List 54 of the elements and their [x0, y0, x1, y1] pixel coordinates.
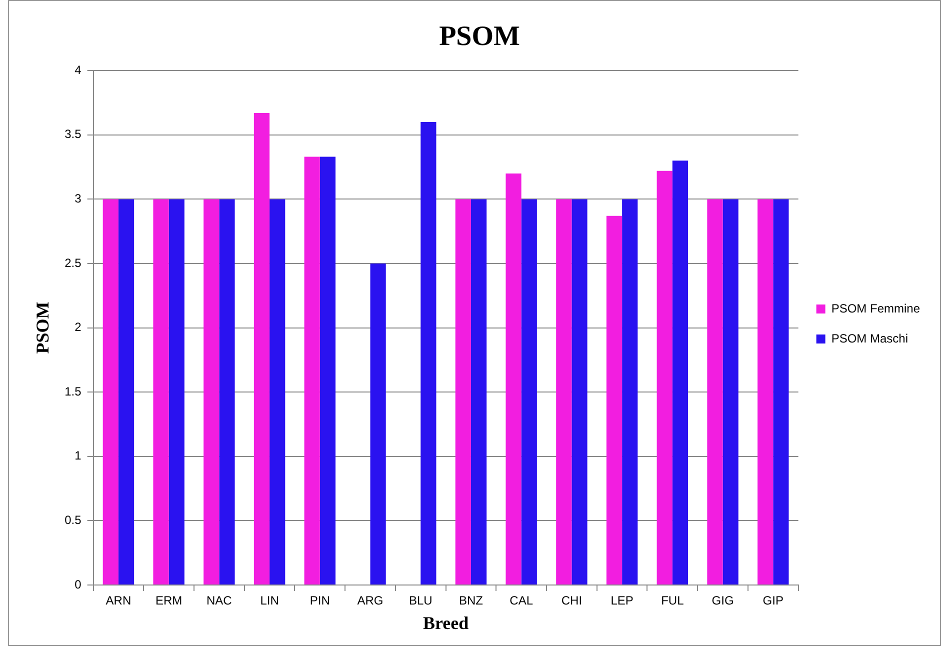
bar: [153, 199, 169, 584]
y-tick-label: 3.5: [64, 127, 82, 142]
bar: [168, 199, 184, 584]
y-tick-label: 1.5: [64, 384, 82, 398]
x-tick-label: CHI: [561, 594, 582, 608]
x-tick-label: LEP: [610, 594, 634, 608]
x-tick-label: BLU: [408, 594, 432, 608]
x-tick-label: FUL: [661, 594, 684, 608]
x-tick-label: ERM: [155, 594, 182, 608]
bar: [572, 199, 588, 584]
chart-title: PSOM: [439, 21, 520, 52]
legend-label: PSOM Femmine: [831, 301, 920, 316]
bar: [370, 264, 386, 584]
bar: [204, 199, 220, 584]
y-tick-label: 4: [74, 62, 82, 77]
bar: [254, 113, 270, 584]
bar: [622, 199, 638, 584]
bar: [219, 199, 235, 584]
x-tick-label: ARN: [106, 594, 132, 608]
y-tick-label: 0.5: [64, 513, 82, 528]
y-tick-label: 3: [74, 192, 82, 206]
y-tick-label: 2: [74, 320, 82, 334]
bar: [270, 199, 286, 584]
y-tick-label: 0: [74, 577, 82, 592]
x-tick-label: ARG: [357, 594, 384, 608]
y-tick-label: 1: [74, 448, 82, 463]
bar: [707, 199, 723, 584]
x-tick-label: CAL: [510, 594, 534, 608]
bar: [320, 156, 336, 584]
bar: [470, 199, 487, 584]
x-axis-title: Breed: [422, 612, 469, 633]
bar: [521, 199, 537, 584]
x-tick-label: GIP: [762, 594, 784, 608]
legend-label: PSOM Maschi: [831, 331, 908, 346]
bar: [606, 216, 622, 584]
x-tick-label: BNZ: [458, 594, 483, 608]
bar: [420, 122, 436, 584]
bar: [722, 199, 738, 584]
bar: [656, 170, 672, 584]
x-tick-label: LIN: [260, 594, 279, 608]
bar: [758, 199, 774, 584]
bar: [102, 199, 118, 584]
bar: [556, 199, 572, 584]
bar: [304, 156, 320, 584]
bar: [118, 199, 134, 584]
x-tick-label: NAC: [206, 594, 232, 608]
bar: [455, 199, 471, 584]
x-tick-label: PIN: [310, 594, 330, 608]
y-tick-label: 2.5: [64, 256, 82, 270]
x-tick-label: GIG: [712, 594, 734, 608]
bar: [506, 173, 522, 584]
bar: [773, 199, 789, 584]
y-axis-title: PSOM: [32, 302, 52, 354]
bar: [672, 160, 688, 584]
